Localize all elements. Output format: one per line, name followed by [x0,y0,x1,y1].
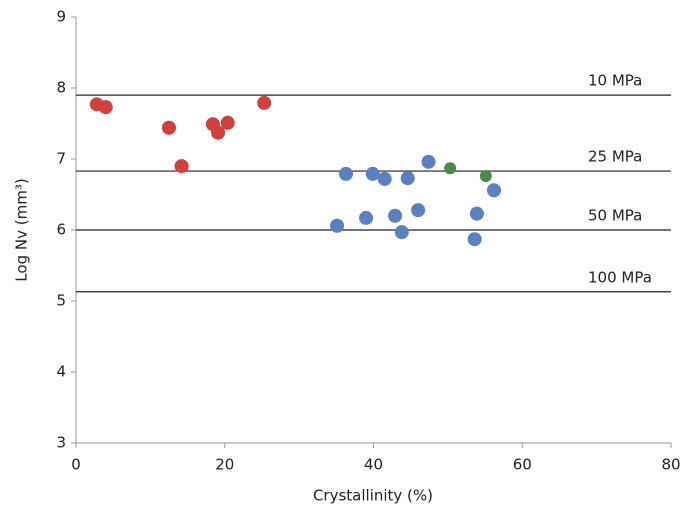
y-tick-label: 8 [56,79,66,97]
point [377,171,392,186]
reference-label: 10 MPa [588,72,642,90]
point [467,232,482,247]
x-tick-label: 60 [513,456,532,474]
point [388,208,403,223]
point [338,166,353,181]
point [211,125,226,140]
y-tick-label: 7 [56,150,66,168]
point [257,95,272,110]
y-tick-label: 3 [56,434,66,452]
x-tick-label: 0 [71,456,81,474]
point [469,206,484,221]
point [174,159,189,174]
y-tick-label: 9 [56,8,66,26]
x-tick-label: 80 [661,456,680,474]
x-tick-label: 40 [364,456,383,474]
point [161,120,176,135]
point [444,162,457,175]
point [421,154,436,169]
point [220,115,235,130]
point [359,210,374,225]
point [400,171,415,186]
point [330,218,345,233]
reference-label: 25 MPa [588,148,642,166]
y-tick-label: 4 [56,363,66,381]
y-axis-label: Log Nv (mm³) [13,178,31,281]
reference-label: 100 MPa [588,268,652,286]
reference-label: 50 MPa [588,207,642,225]
x-tick-label: 20 [215,456,234,474]
y-tick-label: 6 [56,221,66,239]
point [365,166,380,181]
point [394,225,409,240]
point [486,183,501,198]
x-axis-label: Crystallinity (%) [313,487,433,505]
point [411,203,426,218]
y-tick-label: 5 [56,292,66,310]
point [98,100,113,115]
point [479,170,492,183]
